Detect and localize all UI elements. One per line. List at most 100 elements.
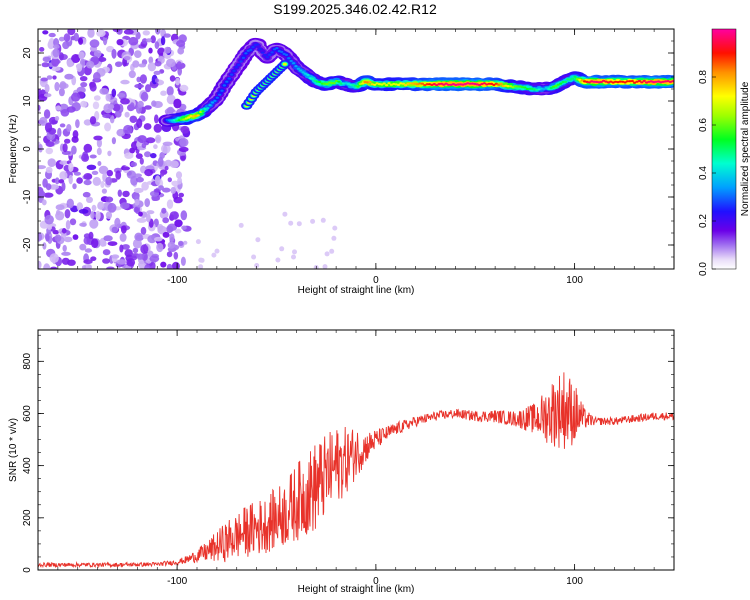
ridge-cell — [401, 82, 405, 85]
noise-speckle — [44, 214, 54, 225]
noise-speckle — [117, 189, 123, 197]
noise-speckle — [139, 157, 144, 165]
ridge-cell — [427, 83, 432, 86]
noise-speckle — [71, 56, 80, 63]
noise-speckle — [83, 143, 93, 153]
ridge-cell — [375, 82, 379, 85]
noise-speckle — [87, 29, 95, 38]
ridge-cell — [282, 52, 286, 56]
noise-speckle — [111, 254, 120, 259]
ridge-cell — [585, 80, 589, 83]
ridge-cell — [215, 96, 219, 99]
noise-speckle — [42, 30, 49, 35]
ridge-cell — [406, 82, 410, 85]
noise-speckle — [66, 198, 75, 209]
noise-speckle — [39, 116, 48, 126]
ridge-cell — [351, 84, 355, 87]
ridge-cell — [385, 84, 389, 87]
noise-speckle — [78, 209, 89, 214]
noise-speckle — [134, 199, 140, 206]
noise-speckle — [38, 232, 43, 242]
ridge-cell — [597, 81, 601, 84]
spectrogram-x-axis-label: Height of straight line (km) — [298, 285, 415, 296]
noise-speckle — [55, 105, 62, 111]
noise-speckle — [163, 33, 171, 38]
noise-speckle — [214, 248, 220, 254]
noise-speckle — [162, 141, 173, 146]
ridge-cell — [492, 83, 496, 86]
noise-speckle — [140, 244, 149, 254]
noise-speckle — [178, 240, 184, 246]
noise-speckle — [50, 266, 58, 269]
ridge-cell — [411, 82, 415, 85]
spectrogram-y-tick-label: 20 — [22, 47, 33, 59]
snr-y-tick-label: 600 — [22, 405, 33, 422]
ridge-cell — [201, 110, 205, 113]
ridge-cell — [299, 69, 303, 72]
noise-speckle — [85, 173, 92, 180]
noise-speckle — [160, 36, 166, 46]
ridge-cell — [239, 60, 243, 63]
ridge-cell — [656, 80, 661, 83]
noise-speckle — [73, 171, 81, 176]
noise-speckle — [175, 171, 183, 179]
noise-speckle — [166, 251, 173, 258]
noise-speckle — [129, 115, 138, 124]
noise-speckle — [61, 257, 70, 265]
noise-speckle — [52, 75, 57, 80]
ridge-cell — [184, 117, 188, 120]
ridge-cell — [480, 82, 484, 86]
colorbar-tick-label: 0.2 — [698, 214, 709, 228]
ridge-cell — [578, 78, 582, 81]
ridge-cell — [194, 114, 198, 117]
colorbar-tick-label: 0.0 — [698, 262, 709, 276]
ridge-cell — [633, 81, 637, 84]
noise-speckle — [141, 142, 147, 149]
ridge-cell — [528, 87, 532, 90]
noise-speckle — [144, 151, 151, 158]
noise-speckle — [82, 191, 91, 198]
noise-speckle — [44, 122, 53, 133]
ridge-cell — [227, 77, 231, 80]
noise-speckle — [279, 246, 285, 252]
ridge-cell — [289, 59, 293, 63]
ridge-cell — [237, 63, 241, 66]
noise-speckle — [117, 93, 126, 98]
ridge-cell — [563, 80, 568, 83]
noise-speckle — [211, 252, 217, 258]
noise-speckle — [101, 188, 107, 194]
spectrogram-y-tick-label: 0 — [22, 146, 33, 152]
noise-speckle — [140, 91, 149, 102]
noise-speckle — [54, 116, 60, 121]
ridge-cell — [501, 85, 506, 88]
ridge-cell — [599, 80, 603, 84]
ridge-cell — [354, 84, 358, 87]
noise-speckle — [154, 60, 162, 67]
ridge-cell — [387, 82, 391, 85]
noise-speckle — [92, 176, 102, 186]
ridge-cell — [487, 82, 491, 85]
noise-speckle — [111, 88, 117, 98]
noise-speckle — [116, 39, 124, 46]
noise-speckle — [86, 60, 95, 69]
noise-speckle — [62, 143, 68, 153]
noise-speckle — [145, 84, 151, 93]
noise-speckle — [89, 154, 97, 159]
noise-speckle — [180, 256, 186, 266]
noise-speckle — [166, 199, 174, 209]
ridge-cell — [549, 86, 553, 90]
ridge-cell — [332, 82, 336, 85]
spectrogram-y-tick-label: -10 — [22, 189, 33, 204]
noise-speckle — [61, 181, 66, 192]
noise-speckle — [147, 62, 157, 72]
ridge-cell — [270, 51, 274, 54]
noise-speckle — [275, 257, 281, 263]
ridge-cell — [523, 86, 527, 89]
ridge-cell — [509, 85, 513, 88]
ridge-cell — [265, 56, 269, 59]
noise-speckle — [171, 261, 180, 269]
noise-speckle — [44, 83, 50, 93]
ridge-cell — [537, 88, 541, 91]
noise-speckle — [160, 90, 167, 96]
